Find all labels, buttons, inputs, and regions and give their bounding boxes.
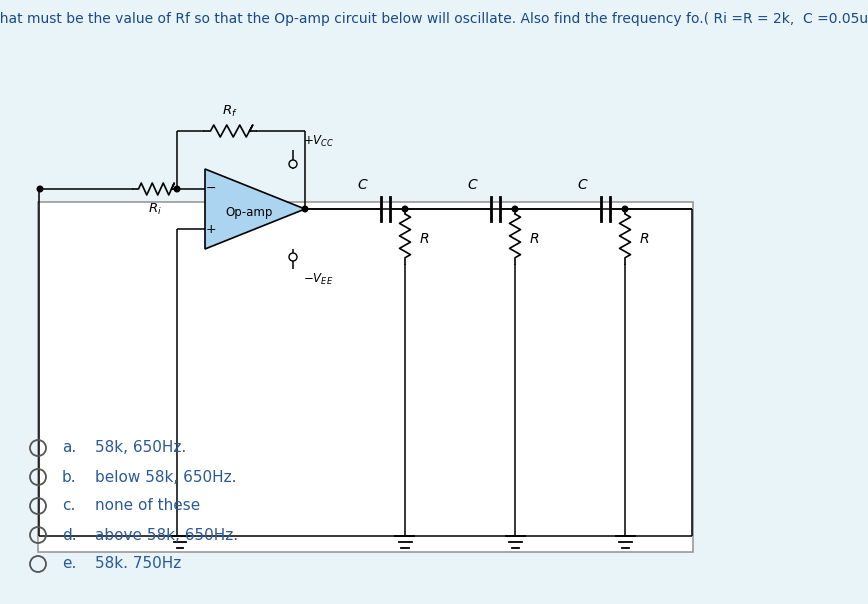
Text: $-V_{EE}$: $-V_{EE}$ [303, 272, 333, 287]
Text: Op-amp: Op-amp [226, 207, 273, 219]
Text: $R$: $R$ [529, 232, 539, 246]
Text: −: − [206, 181, 216, 194]
Text: none of these: none of these [95, 498, 201, 513]
Text: e.: e. [62, 556, 76, 571]
Text: b.: b. [62, 469, 76, 484]
Text: a.: a. [62, 440, 76, 455]
Text: 58k, 650Hz.: 58k, 650Hz. [95, 440, 187, 455]
Text: $R$: $R$ [639, 232, 649, 246]
Circle shape [37, 186, 43, 192]
Circle shape [402, 206, 408, 212]
Text: +: + [206, 223, 216, 237]
Text: $C$: $C$ [357, 178, 369, 192]
Text: below 58k, 650Hz.: below 58k, 650Hz. [95, 469, 236, 484]
Text: $R$: $R$ [419, 232, 430, 246]
Text: $R_f$: $R_f$ [222, 104, 238, 119]
Polygon shape [205, 169, 305, 249]
Text: What must be the value of Rf so that the Op-amp circuit below will oscillate. Al: What must be the value of Rf so that the… [0, 12, 868, 26]
Text: c.: c. [62, 498, 76, 513]
Text: above 58k, 650Hz.: above 58k, 650Hz. [95, 527, 238, 542]
Text: 58k. 750Hz: 58k. 750Hz [95, 556, 181, 571]
Text: $+V_{CC}$: $+V_{CC}$ [303, 134, 334, 149]
FancyBboxPatch shape [38, 202, 693, 552]
Circle shape [622, 206, 628, 212]
Text: $R_i$: $R_i$ [148, 202, 161, 217]
Text: d.: d. [62, 527, 76, 542]
Circle shape [512, 206, 518, 212]
Circle shape [302, 206, 308, 212]
Circle shape [174, 186, 180, 192]
Text: $C$: $C$ [577, 178, 589, 192]
Text: $C$: $C$ [467, 178, 479, 192]
